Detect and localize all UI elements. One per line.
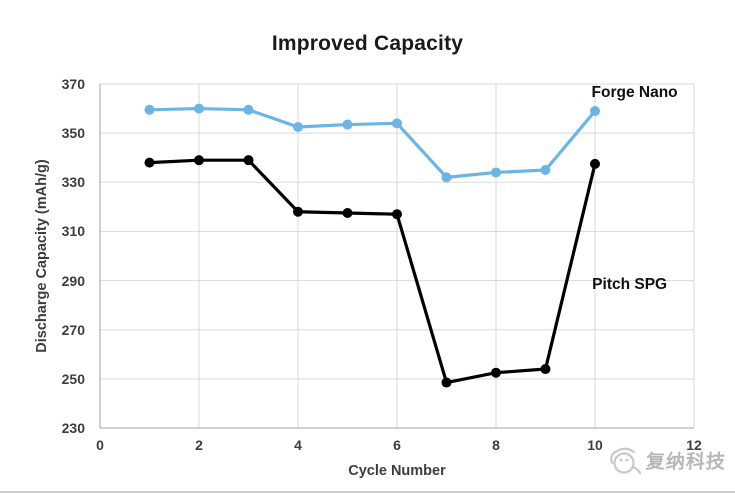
series-label-forge-nano: Forge Nano [591,83,678,101]
x-tick-label: 2 [195,437,203,453]
data-point [590,158,600,169]
y-tick-label: 330 [61,174,85,191]
series-label-pitch-spg: Pitch SPG [592,276,668,294]
y-tick-label: 250 [61,370,85,387]
x-tick-label: 10 [587,437,603,453]
data-point [342,119,353,130]
data-point [194,155,204,166]
data-point [144,157,155,168]
data-point [194,103,204,114]
series-forge-nano [144,103,600,183]
series-pitch-spg [144,155,600,388]
plot-area [99,83,695,429]
y-tick-label: 290 [61,272,85,289]
data-point [293,122,303,132]
bottom-divider [0,491,735,493]
data-point [441,172,452,183]
x-tick-label: 4 [294,437,302,453]
y-tick-label: 370 [61,76,85,92]
y-tick-label: 350 [61,125,85,142]
data-point [144,104,155,115]
data-point [293,206,303,217]
series-line [149,106,597,179]
data-point [491,367,501,378]
data-point [243,155,254,166]
x-tick-label: 12 [686,437,702,453]
x-tick-label: 0 [96,437,104,453]
series-line [149,158,597,385]
data-point [441,377,452,388]
data-point [540,364,551,375]
data-point [540,165,551,175]
x-axis-title: Cycle Number [348,463,446,479]
data-point [392,209,402,220]
chart-title: Improved Capacity [271,32,464,55]
y-tick-label: 230 [61,420,85,436]
x-tick-label: 8 [492,437,500,453]
data-point [342,208,353,218]
y-tick-label: 270 [61,321,85,338]
data-point [491,167,501,178]
data-point [392,118,402,129]
x-tick-label: 6 [393,437,401,453]
y-tick-label: 310 [61,223,85,240]
data-point [590,106,600,117]
data-point [243,104,254,115]
